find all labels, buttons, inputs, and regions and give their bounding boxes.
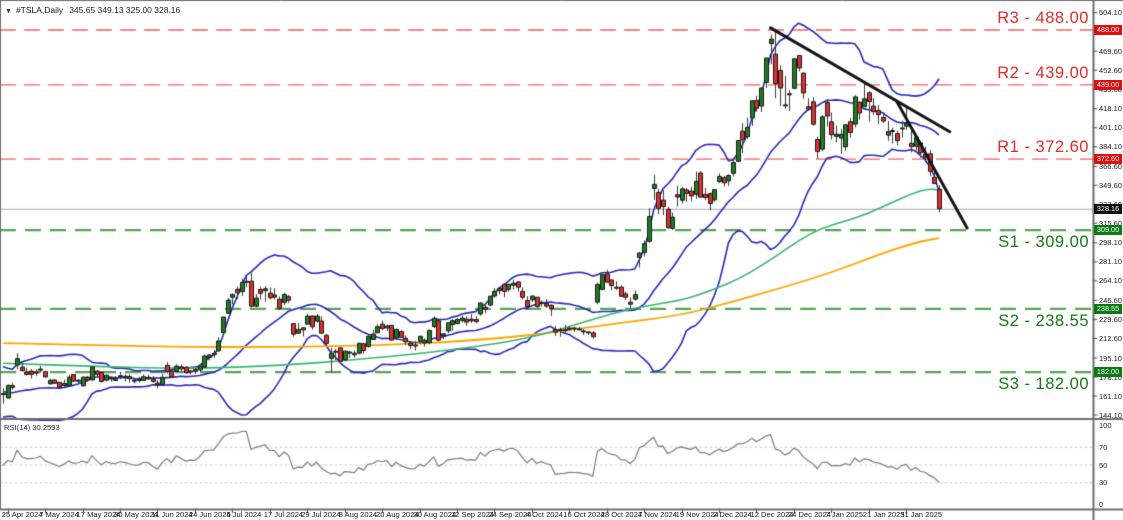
ohlc-values: 345.65 349.13 325.00 328.16 bbox=[69, 5, 181, 15]
price-tick-label: 366.60 bbox=[1099, 161, 1122, 171]
support-label-s2: S2 - 238.55 bbox=[998, 311, 1089, 330]
price-tick-label: 469.60 bbox=[1099, 46, 1122, 56]
price-tick-label: 504.10 bbox=[1099, 8, 1122, 18]
price-tick-label: 298.10 bbox=[1099, 238, 1122, 248]
date-tick-label: 25 Apr 2024 bbox=[1, 510, 43, 519]
date-tick-label: 8 Aug 2024 bbox=[338, 510, 378, 519]
price-tick-label: 349.60 bbox=[1099, 180, 1122, 190]
rsi-tick-label: 30 bbox=[1099, 478, 1108, 488]
resistance-price-badge: 372.60 bbox=[1094, 154, 1122, 165]
date-tick-label: 20 Aug 2024 bbox=[376, 510, 419, 519]
date-tick-label: 29 Jul 2024 bbox=[301, 510, 341, 519]
date-tick-label: 24 Dec 2024 bbox=[787, 510, 831, 519]
symbol-header: ▼ #TSLA,Daily 345.65 349.13 325.00 328.16 bbox=[5, 5, 180, 15]
date-tick-label: 4 Oct 2024 bbox=[525, 510, 563, 519]
rsi-tick-label: 50 bbox=[1099, 460, 1108, 470]
date-tick-label: 24 Sep 2024 bbox=[488, 510, 532, 519]
price-tick-label: 315.60 bbox=[1099, 218, 1122, 228]
date-tick-label: 17 May 2024 bbox=[76, 510, 121, 519]
support-price-badge: 238.55 bbox=[1094, 303, 1122, 314]
support-label-s3: S3 - 182.00 bbox=[998, 375, 1089, 394]
date-tick-label: 17 Jul 2024 bbox=[263, 510, 304, 519]
price-tick-label: 229.60 bbox=[1099, 314, 1122, 324]
support-label-s1: S1 - 309.00 bbox=[998, 233, 1089, 252]
rsi-tick-label: 70 bbox=[1099, 442, 1108, 452]
current-price-badge: 328.16 bbox=[1094, 203, 1122, 214]
rsi-indicator-label: RSI(14) 30.2593 bbox=[4, 423, 60, 432]
date-tick-label: 7 May 2024 bbox=[39, 510, 79, 519]
collapse-arrow-icon[interactable]: ▼ bbox=[5, 8, 12, 15]
date-tick-label: 30 Aug 2024 bbox=[413, 510, 457, 519]
price-tick-label: 401.10 bbox=[1099, 123, 1122, 133]
resistance-label-r2: R2 - 439.00 bbox=[997, 63, 1089, 82]
resistance-label-r3: R3 - 488.00 bbox=[997, 9, 1089, 28]
date-tick-label: 30 May 2024 bbox=[114, 510, 158, 519]
date-tick-label: 11 Jun 2024 bbox=[151, 510, 193, 519]
date-tick-label: 5 Jul 2024 bbox=[226, 510, 262, 519]
date-tick-label: 21 Jan 2025 bbox=[862, 510, 905, 519]
date-tick-label: 12 Sep 2024 bbox=[450, 510, 495, 519]
price-tick-label: 452.60 bbox=[1099, 65, 1122, 75]
resistance-label-r1: R1 - 372.60 bbox=[997, 138, 1089, 157]
rsi-tick-label: 100 bbox=[1099, 421, 1112, 430]
date-tick-label: 19 Nov 2024 bbox=[675, 510, 719, 519]
price-tick-label: 281.10 bbox=[1099, 257, 1122, 267]
resistance-price-badge: 439.00 bbox=[1094, 79, 1122, 90]
date-tick-label: 2 Dec 2024 bbox=[713, 510, 752, 519]
support-price-badge: 182.00 bbox=[1094, 367, 1122, 378]
price-tick-label: 418.10 bbox=[1099, 104, 1122, 114]
rsi-tick-label: 0 bbox=[1099, 500, 1104, 509]
price-tick-label: 212.60 bbox=[1099, 333, 1122, 343]
price-tick-label: 384.10 bbox=[1099, 142, 1122, 152]
price-tick-label: 195.10 bbox=[1099, 353, 1122, 363]
date-tick-label: 7 Nov 2024 bbox=[638, 510, 677, 519]
date-tick-label: 7 Jan 2025 bbox=[825, 510, 863, 519]
price-tick-label: 144.10 bbox=[1099, 410, 1122, 420]
symbol-label: #TSLA,Daily bbox=[15, 5, 64, 15]
date-tick-label: 31 Jan 2025 bbox=[900, 510, 943, 519]
date-tick-label: 28 Oct 2024 bbox=[600, 510, 643, 519]
support-price-badge: 309.00 bbox=[1094, 225, 1122, 236]
price-tick-label: 264.10 bbox=[1099, 276, 1122, 286]
resistance-price-badge: 488.00 bbox=[1094, 25, 1122, 36]
date-tick-label: 16 Oct 2024 bbox=[563, 510, 605, 519]
date-tick-label: 12 Dec 2024 bbox=[750, 510, 794, 519]
price-tick-label: 161.10 bbox=[1099, 391, 1122, 401]
date-tick-label: 24 Jun 2024 bbox=[188, 510, 231, 519]
price-tick-label: 246.60 bbox=[1099, 295, 1122, 305]
